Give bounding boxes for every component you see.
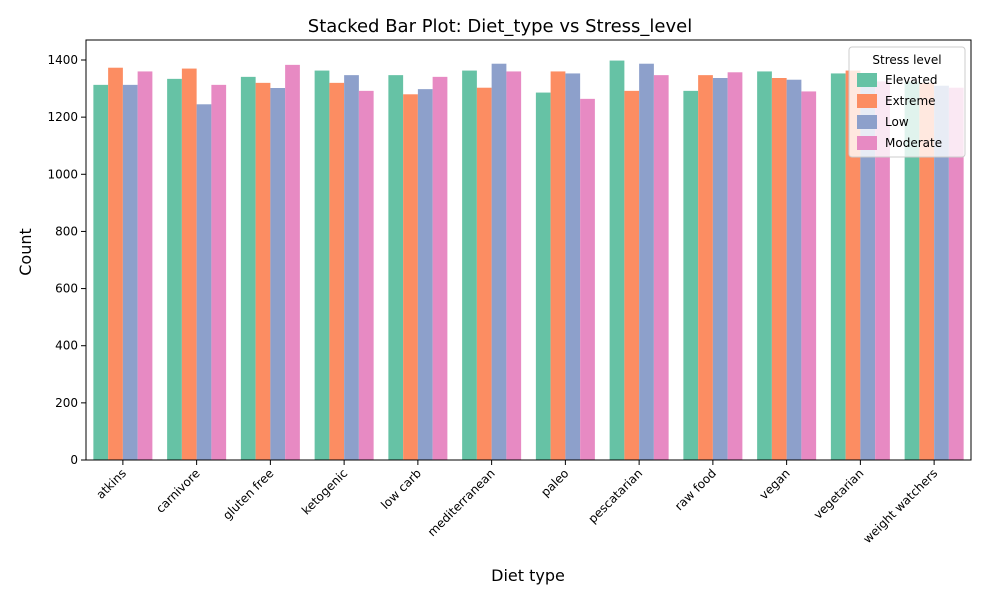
x-tick-label: gluten free xyxy=(220,466,276,522)
legend-title: Stress level xyxy=(872,53,941,67)
bar xyxy=(948,87,964,461)
bar xyxy=(93,84,109,461)
bar xyxy=(653,75,669,460)
bar xyxy=(683,90,699,461)
y-axis-label: Count xyxy=(16,228,35,276)
bar xyxy=(786,79,802,461)
bar xyxy=(196,104,212,460)
legend-entry: Moderate xyxy=(885,136,942,150)
plot-frame xyxy=(85,39,972,461)
bar xyxy=(624,90,640,461)
x-tick-label: ketogenic xyxy=(299,466,350,517)
bar xyxy=(417,89,433,460)
bar xyxy=(757,71,772,461)
bar xyxy=(181,68,197,460)
legend-entry: Low xyxy=(885,115,909,129)
bar xyxy=(698,75,713,460)
bar xyxy=(240,76,256,461)
y-tick-label: 400 xyxy=(55,339,78,353)
bar xyxy=(801,91,817,461)
legend-entry: Extreme xyxy=(885,94,936,108)
legend-entry: Elevated xyxy=(885,73,937,87)
bar xyxy=(845,70,861,460)
bar xyxy=(904,81,920,461)
bar xyxy=(344,75,359,460)
legend-swatch xyxy=(857,73,877,87)
bar xyxy=(211,84,227,461)
bar xyxy=(609,60,625,460)
bar xyxy=(535,92,551,460)
x-tick-label: vegan xyxy=(757,466,793,502)
y-tick-label: 1000 xyxy=(47,167,78,181)
y-tick-label: 1400 xyxy=(47,53,78,67)
x-axis-label: Diet type xyxy=(491,566,565,585)
bar xyxy=(727,72,743,460)
bar xyxy=(712,78,728,460)
x-tick-label: low carb xyxy=(378,466,424,512)
x-tick-label: mediterranean xyxy=(425,466,498,539)
bar xyxy=(462,70,477,460)
y-tick-label: 800 xyxy=(55,224,78,238)
bar xyxy=(565,73,581,461)
legend-box xyxy=(848,46,966,158)
chart-title: Stacked Bar Plot: Diet_type vs Stress_le… xyxy=(308,16,692,37)
y-tick-label: 600 xyxy=(55,282,78,296)
bar xyxy=(255,82,271,461)
bar xyxy=(137,71,153,461)
x-tick-label: weight watchers xyxy=(860,466,940,546)
x-tick-label: carnivore xyxy=(153,466,203,516)
bar xyxy=(432,76,448,461)
y-tick-label: 1200 xyxy=(47,110,78,124)
bar xyxy=(476,87,492,461)
legend-swatch xyxy=(857,94,877,108)
bar xyxy=(506,71,522,461)
bar xyxy=(403,94,418,460)
bar xyxy=(270,88,286,460)
bar xyxy=(639,63,654,461)
bars-layer xyxy=(93,60,964,461)
bar xyxy=(491,63,507,461)
bar xyxy=(550,71,566,461)
bar xyxy=(108,67,123,461)
x-tick-label: vegetarian xyxy=(811,466,867,522)
x-tick-label: pescatarian xyxy=(585,466,645,526)
bar xyxy=(919,82,935,461)
x-tick-label: raw food xyxy=(672,466,719,513)
legend: Stress level Elevated Extreme Low Moderate xyxy=(848,46,966,158)
bar xyxy=(314,70,330,460)
bar xyxy=(167,78,182,461)
bar xyxy=(122,84,138,461)
y-tick-label: 0 xyxy=(70,453,78,467)
bar xyxy=(388,75,404,460)
x-tick-label: atkins xyxy=(93,466,128,501)
bar xyxy=(580,98,595,461)
legend-swatch xyxy=(857,115,877,129)
bar xyxy=(875,81,890,461)
bar xyxy=(285,64,300,461)
bar xyxy=(329,82,345,461)
bar xyxy=(934,85,949,461)
bar xyxy=(358,90,374,461)
legend-swatch xyxy=(857,136,877,150)
bar xyxy=(771,78,787,460)
y-tick-label: 200 xyxy=(55,396,78,410)
bar xyxy=(830,73,846,461)
x-tick-label: paleo xyxy=(538,466,571,499)
bar xyxy=(860,80,876,460)
